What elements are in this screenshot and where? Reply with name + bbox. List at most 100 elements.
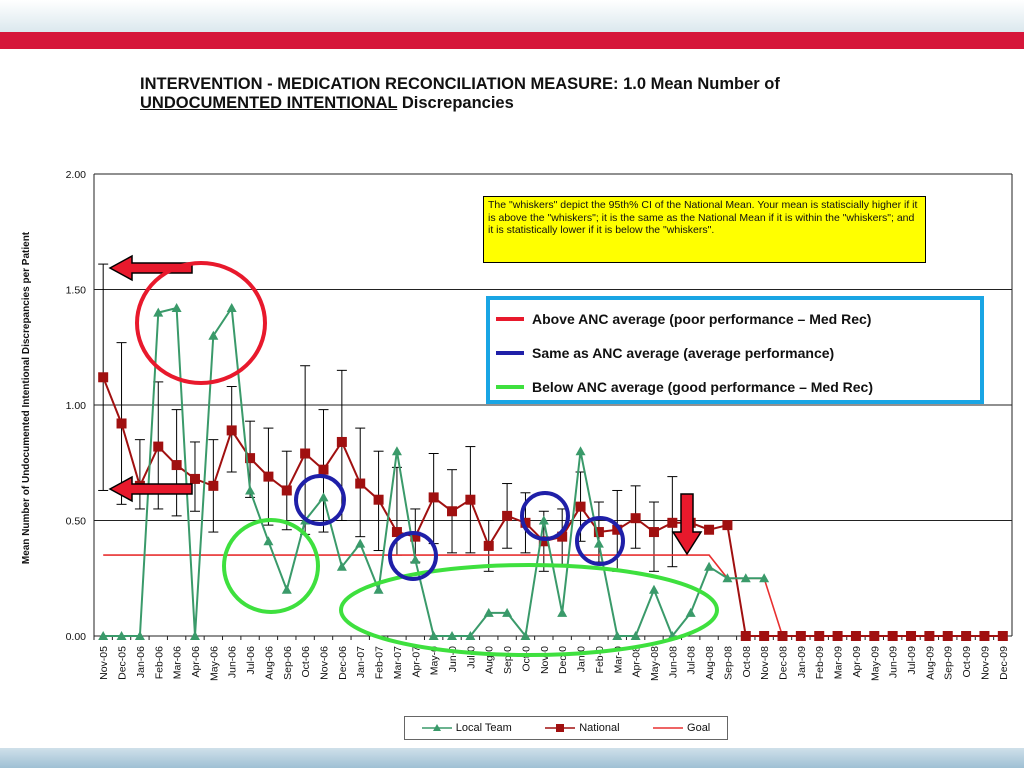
local-team-point: [208, 330, 219, 340]
national-point: [245, 453, 256, 464]
national-point: [850, 631, 861, 641]
national-point: [98, 372, 109, 383]
local-team-point: [630, 631, 641, 640]
x-tick-label: Jul-0: [465, 646, 477, 669]
x-tick-label: Dec-06: [337, 646, 349, 680]
national-point: [777, 631, 788, 641]
local-team-point: [281, 584, 292, 594]
left-arrow-icon: [108, 254, 193, 282]
national-point: [795, 631, 806, 641]
x-tick-label: Apr-08: [631, 646, 643, 678]
x-tick-label: Sep-0: [502, 646, 514, 674]
down-arrow-icon: [671, 493, 703, 556]
x-tick-label: Aug-09: [924, 646, 936, 680]
blue-circle-mark: [388, 531, 438, 581]
national-point: [997, 631, 1008, 641]
national-point: [391, 527, 402, 538]
national-point: [906, 631, 917, 641]
x-tick-label: Oct-0: [520, 646, 532, 672]
down-arrow: [671, 493, 703, 556]
local-team-point: [722, 573, 733, 583]
local-team-point: [171, 302, 182, 312]
series-legend-national-label: National: [579, 722, 620, 734]
national-point: [575, 501, 586, 512]
y-tick-label: 0.50: [66, 516, 87, 528]
national-point: [502, 510, 513, 521]
x-tick-label: Oct-06: [300, 646, 312, 678]
x-tick-label: Sep-09: [943, 646, 955, 680]
legend-swatch-green: [496, 385, 524, 389]
x-tick-label: Dec-0: [557, 646, 569, 674]
national-point: [465, 494, 476, 505]
x-tick-label: Jul-08: [686, 646, 698, 675]
blue-circle-mark: [520, 491, 570, 541]
local-team-point: [538, 515, 549, 525]
green-circle-mark: [222, 518, 320, 614]
chart-title: INTERVENTION - MEDICATION RECONCILIATION…: [140, 75, 920, 113]
x-tick-label: Sep-08: [722, 646, 734, 680]
whiskers-note: The "whiskers" depict the 95th% CI of th…: [483, 196, 926, 263]
local-team-point: [483, 607, 494, 617]
national-point: [410, 531, 421, 542]
local-team-point: [557, 607, 568, 617]
x-tick-label: Jul-06: [245, 646, 257, 675]
local-team-point: [502, 607, 513, 617]
national-point: [759, 631, 770, 641]
x-tick-label: Jul-09: [906, 646, 918, 675]
national-point: [612, 524, 623, 535]
x-tick-label: Oct-09: [961, 646, 973, 678]
national-point: [116, 418, 127, 429]
chart-title-underlined: UNDOCUMENTED INTENTIONAL: [140, 94, 398, 112]
line-marker-icon: [653, 727, 684, 729]
national-point: [373, 494, 384, 505]
x-tick-label: Mar-0: [612, 646, 624, 674]
legend-item-same: Same as ANC average (average performance…: [496, 342, 834, 364]
local-team-point: [263, 536, 274, 546]
x-tick-label: Dec-08: [778, 646, 790, 680]
local-team-point: [465, 631, 476, 640]
legend-label-above: Above ANC average (poor performance – Me…: [532, 311, 872, 327]
x-tick-label: Sep-06: [282, 646, 294, 680]
national-point: [318, 464, 329, 475]
local-team-point: [612, 631, 623, 640]
triangle-marker-icon: [421, 724, 452, 731]
y-tick-label: 2.00: [66, 169, 87, 181]
local-team-point: [704, 561, 715, 571]
local-team-point: [410, 554, 421, 564]
x-tick-label: Aug-08: [704, 646, 716, 680]
local-team-point: [134, 631, 145, 640]
national-point: [226, 425, 237, 436]
national-point: [520, 517, 531, 528]
series-legend-goal: Goal: [653, 722, 710, 734]
local-team-point: [373, 584, 384, 594]
national-point: [447, 506, 458, 517]
national-point: [208, 480, 219, 491]
x-tick-label: Jan-06: [135, 646, 147, 678]
national-point: [814, 631, 825, 641]
x-tick-label: Apr-06: [190, 646, 202, 678]
chart-title-rest: Discrepancies: [397, 94, 514, 112]
left-arrow-icon: [108, 475, 193, 503]
x-tick-label: Nov-09: [979, 646, 991, 680]
left-arrow-upper: [108, 254, 193, 282]
legend-label-below: Below ANC average (good performance – Me…: [532, 379, 874, 395]
chart-title-line1: INTERVENTION - MEDICATION RECONCILIATION…: [140, 75, 780, 93]
national-point: [153, 441, 164, 452]
local-team-point: [520, 631, 531, 640]
national-point: [961, 631, 972, 641]
local-team-point: [153, 307, 164, 317]
bottom-footer-band: [0, 748, 1024, 768]
y-tick-label: 0.00: [66, 631, 87, 643]
local-team-point: [447, 631, 458, 640]
national-point: [483, 540, 494, 551]
local-team-point: [245, 485, 256, 495]
x-tick-label: May-06: [208, 646, 220, 681]
series-legend-national: National: [545, 722, 620, 734]
local-team-point: [226, 302, 237, 312]
national-point: [171, 460, 182, 471]
x-tick-label: May-08: [649, 646, 661, 681]
top-header-band: [0, 0, 1024, 32]
national-point: [538, 536, 549, 547]
local-team-point: [575, 446, 586, 456]
performance-legend: Above ANC average (poor performance – Me…: [486, 296, 984, 404]
